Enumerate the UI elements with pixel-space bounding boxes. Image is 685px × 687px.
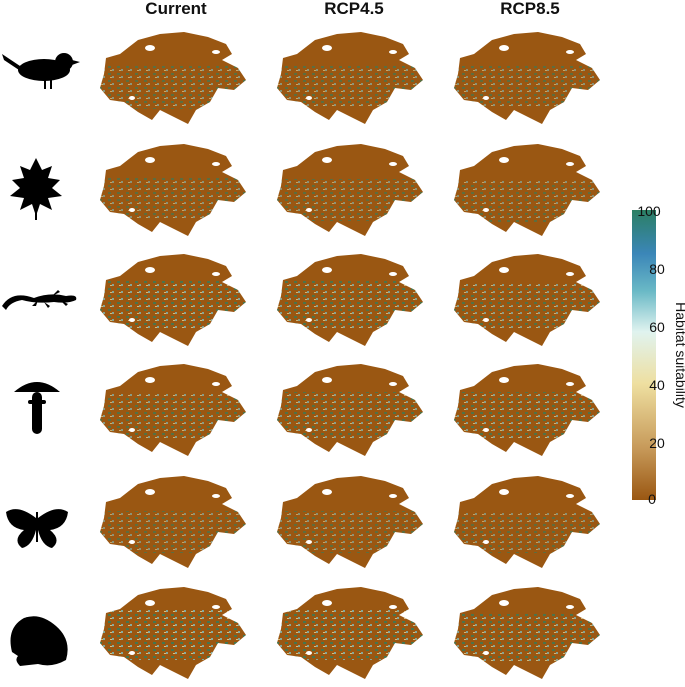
map-panel-frog-rcp45 <box>277 587 423 679</box>
colorbar-tick-100: 100 <box>637 203 661 219</box>
colorbar-label: Habitat suitability <box>673 302 685 408</box>
colorbar: 100 80 60 40 20 0 Habitat suitability <box>632 203 685 507</box>
map-panel-frog-current <box>100 587 246 679</box>
colorbar-tick-20: 20 <box>649 435 665 451</box>
map-panel-butterfly-rcp85 <box>454 476 600 568</box>
map-panel-bird-current <box>100 32 246 124</box>
map-panel-bird-rcp45 <box>277 32 423 124</box>
map-panel-maple-leaf-current <box>100 144 246 236</box>
map-panel-salamander-rcp85 <box>454 254 600 346</box>
colorbar-tick-60: 60 <box>649 319 665 335</box>
column-title-current: Current <box>145 0 207 18</box>
bird-icon <box>2 53 80 89</box>
colorbar-tick-40: 40 <box>649 377 665 393</box>
map-panel-mushroom-rcp85 <box>454 364 600 456</box>
mushroom-icon <box>14 382 60 434</box>
map-panel-mushroom-current <box>100 364 246 456</box>
map-panel-mushroom-rcp45 <box>277 364 423 456</box>
map-grid <box>100 32 600 679</box>
colorbar-gradient <box>632 210 656 500</box>
column-title-rcp45: RCP4.5 <box>324 0 384 18</box>
map-panel-maple-leaf-rcp85 <box>454 144 600 236</box>
map-panel-maple-leaf-rcp45 <box>277 144 423 236</box>
column-title-rcp85: RCP8.5 <box>500 0 560 18</box>
maple-leaf-icon <box>10 158 62 220</box>
map-panel-salamander-current <box>100 254 246 346</box>
map-panel-frog-rcp85 <box>454 587 600 679</box>
map-panel-butterfly-rcp45 <box>277 476 423 568</box>
map-panel-bird-rcp85 <box>454 32 600 124</box>
frog-icon <box>10 616 68 666</box>
salamander-icon <box>2 290 77 310</box>
butterfly-icon <box>6 509 68 548</box>
map-panel-butterfly-current <box>100 476 246 568</box>
map-panel-salamander-rcp45 <box>277 254 423 346</box>
colorbar-tick-0: 0 <box>648 491 656 507</box>
colorbar-tick-80: 80 <box>649 261 665 277</box>
